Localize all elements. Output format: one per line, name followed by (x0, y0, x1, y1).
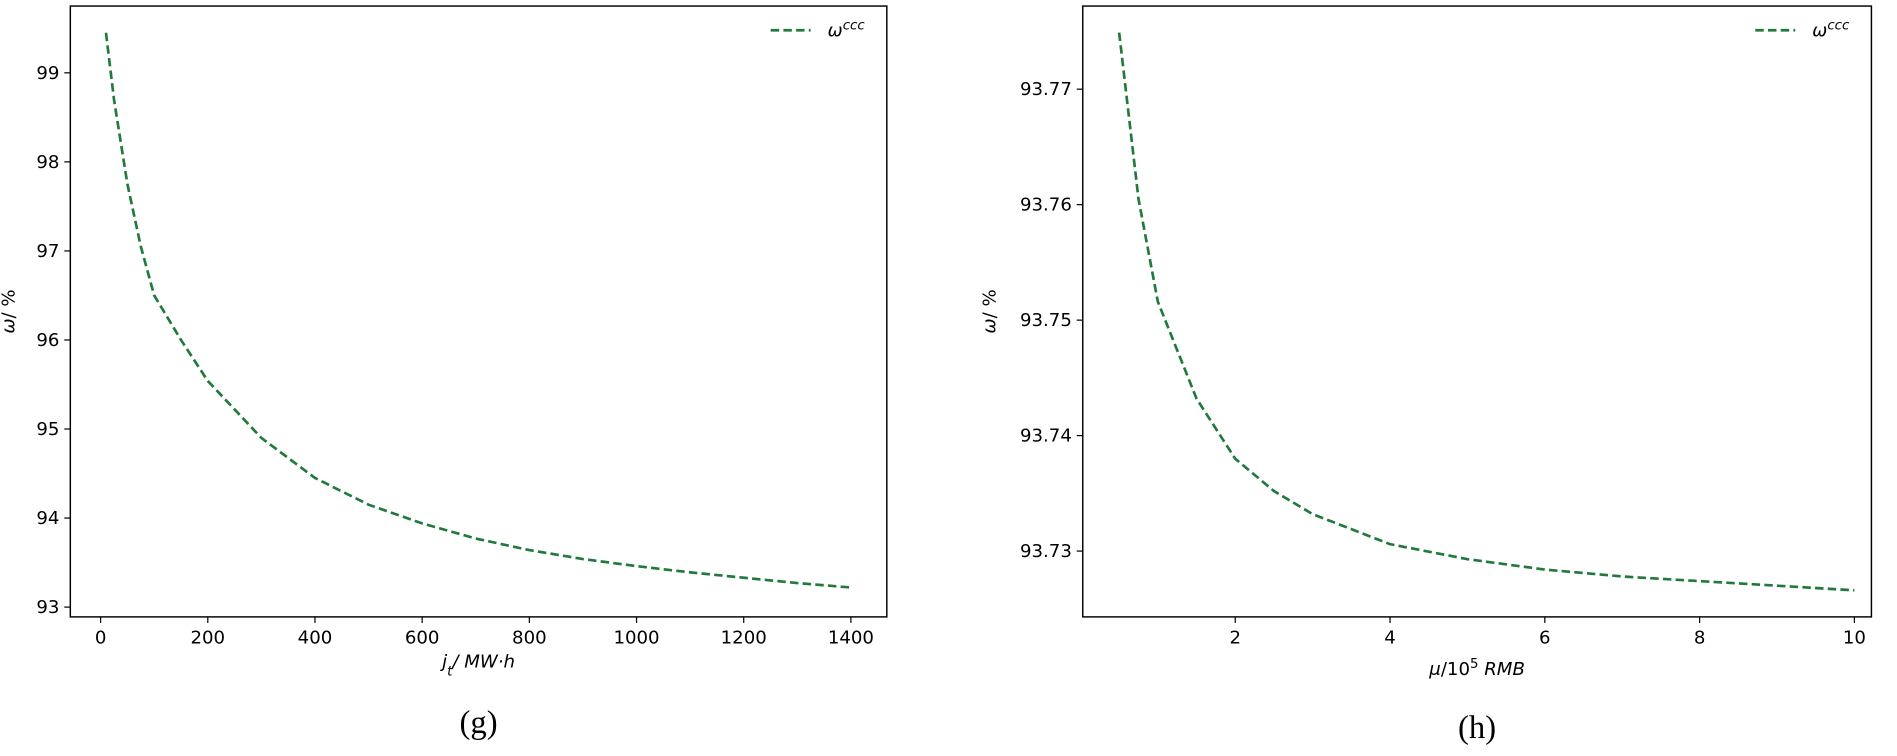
plot-frame (1082, 5, 1873, 618)
y-tick-label: 97 (36, 241, 59, 262)
y-tick-label: 93 (36, 597, 59, 618)
y-tick-label: 93.76 (1020, 195, 1072, 216)
x-tick-label: 8 (1694, 628, 1706, 649)
x-tick-label: 0 (95, 628, 107, 649)
label-part: / MW·h (450, 652, 515, 673)
x-tick-label: 1400 (828, 628, 874, 649)
data-line (104, 32, 852, 589)
y-tick-label: 98 (36, 152, 59, 173)
label-part: μ (1428, 659, 1441, 680)
x-tick-label: 800 (512, 628, 547, 649)
y-tick-label: 96 (36, 330, 59, 351)
legend-label: ωccc (1812, 18, 1850, 42)
caption: (h) (1458, 710, 1496, 746)
x-tick-label: 6 (1539, 628, 1551, 649)
legend-sup: ccc (1827, 18, 1850, 33)
x-tick-label: 1200 (721, 628, 767, 649)
y-tick-label: 93.73 (1020, 541, 1072, 562)
data-line (1117, 32, 1855, 592)
x-axis-label: μ/105 RMB (1428, 656, 1525, 679)
legend-name: ω (828, 20, 843, 41)
plot-frame (69, 5, 888, 618)
x-tick-label: 1000 (613, 628, 659, 649)
label-part: / % (980, 289, 1001, 318)
label-part: t (447, 664, 453, 679)
x-tick-label: 200 (190, 628, 225, 649)
y-axis-label: ω/ % (980, 289, 1001, 333)
legend-label: ωccc (828, 18, 866, 42)
x-tick-label: 2 (1229, 628, 1241, 649)
y-tick-label: 95 (36, 419, 59, 440)
x-tick-label: 4 (1384, 628, 1396, 649)
legend-name: ω (1812, 20, 1827, 41)
x-tick-label: 400 (298, 628, 333, 649)
y-tick-label: 99 (36, 63, 59, 84)
label-part: /10 (1441, 659, 1470, 680)
label-part: 5 (1470, 656, 1478, 671)
y-tick-label: 93.74 (1020, 426, 1072, 447)
label-part: / % (0, 289, 20, 318)
caption: (g) (460, 705, 498, 741)
x-tick-label: 10 (1843, 628, 1866, 649)
label-part: RMB (1478, 659, 1524, 680)
legend-sup: ccc (843, 18, 866, 33)
label-part: ω (980, 318, 1001, 333)
y-tick-label: 93.77 (1020, 79, 1072, 100)
label-part: ω (0, 318, 20, 333)
label-part: j (439, 652, 448, 673)
y-tick-label: 93.75 (1020, 310, 1072, 331)
x-axis-label: jt/ MW·h (439, 652, 515, 680)
y-tick-label: 94 (36, 508, 59, 529)
y-axis-label: ω/ % (0, 289, 20, 333)
x-tick-label: 600 (405, 628, 440, 649)
